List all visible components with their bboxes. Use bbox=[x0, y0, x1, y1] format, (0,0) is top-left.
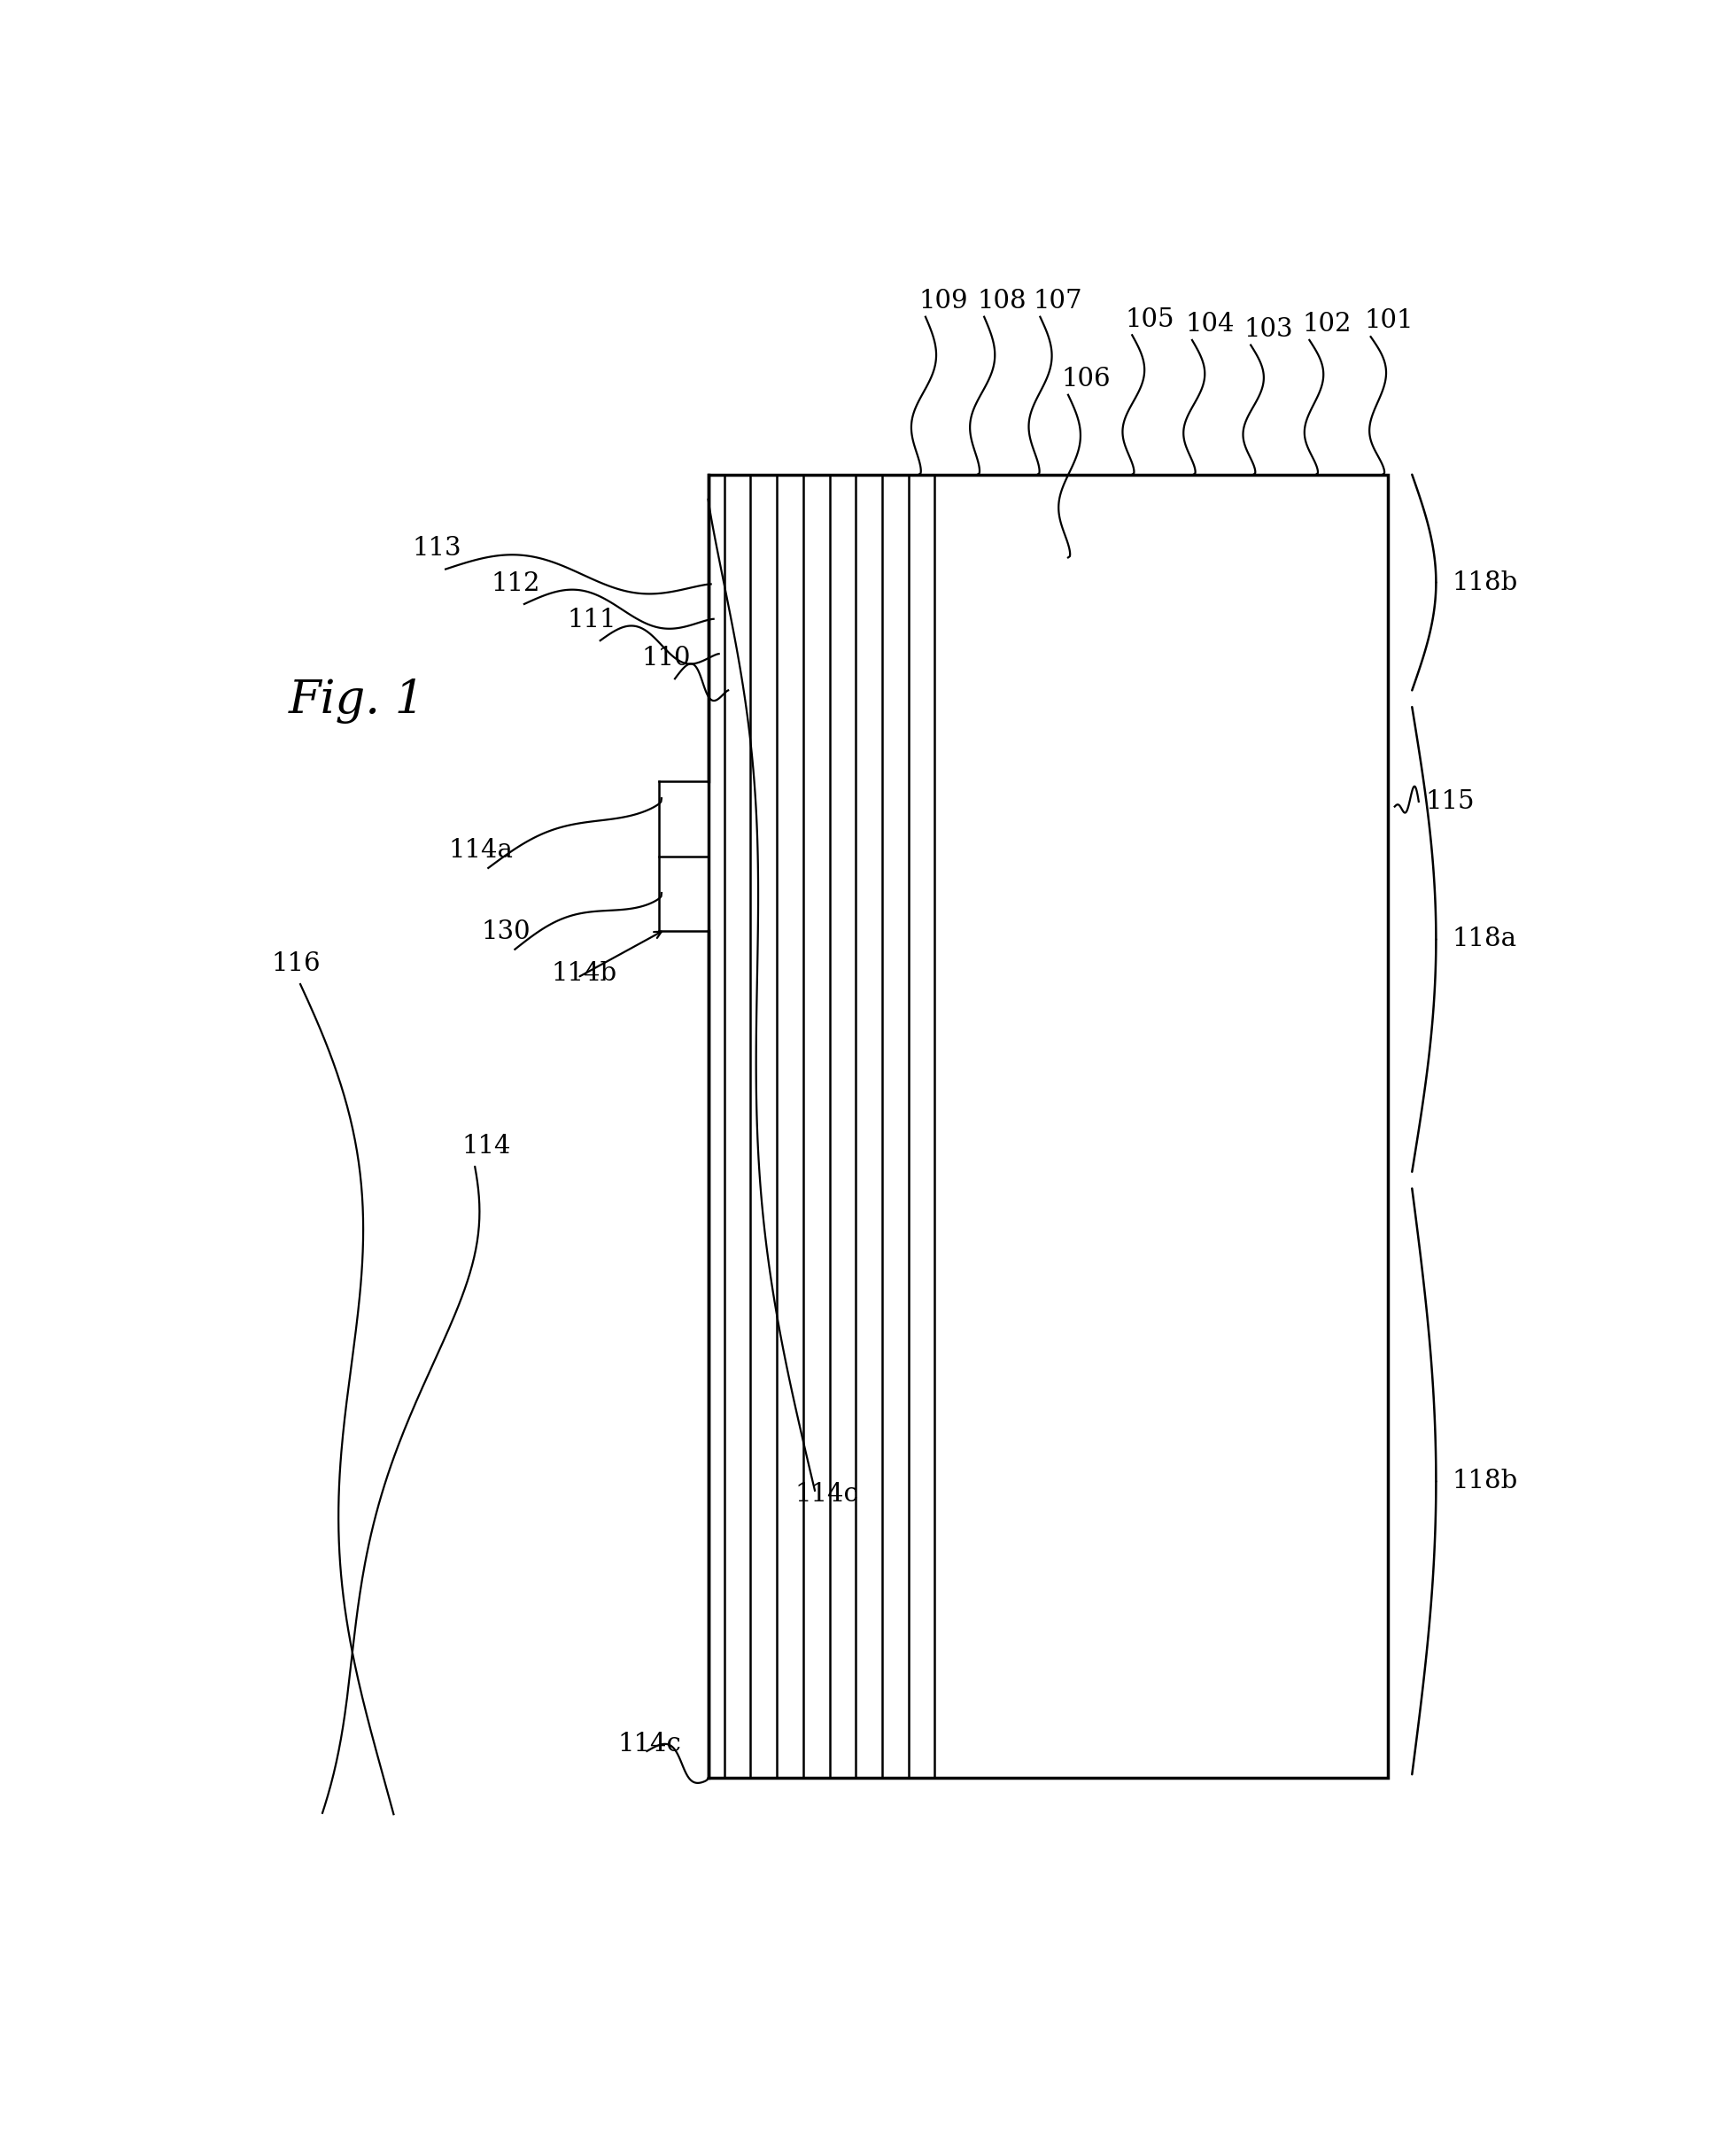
Text: 112: 112 bbox=[490, 571, 540, 595]
Text: 102: 102 bbox=[1302, 313, 1352, 336]
Text: 108: 108 bbox=[977, 289, 1027, 313]
Text: 109: 109 bbox=[918, 289, 968, 313]
Text: 114b: 114b bbox=[550, 962, 616, 985]
Text: 114: 114 bbox=[461, 1134, 511, 1158]
Text: 105: 105 bbox=[1125, 306, 1175, 332]
Text: 114c: 114c bbox=[617, 1731, 681, 1757]
Text: 116: 116 bbox=[272, 951, 320, 977]
Text: Fig. 1: Fig. 1 bbox=[289, 679, 425, 724]
Bar bbox=[709, 474, 1388, 1779]
Text: 118b: 118b bbox=[1452, 569, 1517, 595]
Text: 114c: 114c bbox=[795, 1483, 858, 1507]
Text: 118a: 118a bbox=[1452, 927, 1517, 951]
Text: 101: 101 bbox=[1364, 308, 1414, 334]
Text: 110: 110 bbox=[642, 645, 691, 671]
Text: 111: 111 bbox=[568, 608, 616, 632]
Text: 118b: 118b bbox=[1452, 1468, 1517, 1494]
Text: 103: 103 bbox=[1244, 317, 1293, 343]
Text: 104: 104 bbox=[1185, 313, 1235, 336]
Text: 113: 113 bbox=[413, 537, 461, 561]
Text: 130: 130 bbox=[482, 921, 531, 944]
Text: 107: 107 bbox=[1034, 289, 1082, 313]
Text: 106: 106 bbox=[1061, 367, 1111, 392]
Text: 114a: 114a bbox=[449, 839, 513, 862]
Text: 115: 115 bbox=[1426, 789, 1474, 815]
